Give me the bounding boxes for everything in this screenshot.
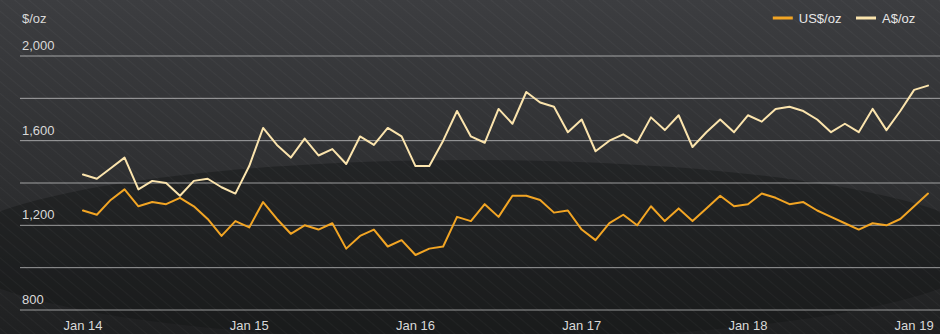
y-axis-label: $/oz <box>22 11 47 26</box>
grid-line <box>20 98 940 99</box>
x-tick-label: Jan 14 <box>63 318 102 333</box>
x-tick-label: Jan 19 <box>895 318 934 333</box>
series-line <box>83 86 928 196</box>
legend-label: A$/oz <box>882 11 915 26</box>
x-tick-label: Jan 17 <box>562 318 601 333</box>
grid-line <box>20 267 940 268</box>
x-tick-label: Jan 18 <box>728 318 767 333</box>
x-tick-label: Jan 16 <box>396 318 435 333</box>
plot-area <box>83 86 928 255</box>
legend-label: US$/oz <box>799 11 842 26</box>
legend-swatch <box>856 17 876 20</box>
legend: US$/oz A$/oz <box>773 11 915 26</box>
series-line <box>83 189 928 255</box>
y-tick-label: 1,200 <box>22 207 55 222</box>
chart: $/oz 800 1,200 1,600 2,000 Jan 14 Jan 15 Jan 16… <box>0 0 940 334</box>
y-tick-label: 800 <box>22 292 44 307</box>
x-tick-label: Jan 15 <box>230 318 269 333</box>
grid-line <box>20 225 940 226</box>
y-tick-label: 2,000 <box>22 38 55 53</box>
grid-line <box>20 310 940 311</box>
background-hatch <box>0 0 940 334</box>
background <box>0 0 940 334</box>
y-tick-label: 1,600 <box>22 123 55 138</box>
grid-line <box>20 56 940 57</box>
legend-swatch <box>773 17 793 20</box>
